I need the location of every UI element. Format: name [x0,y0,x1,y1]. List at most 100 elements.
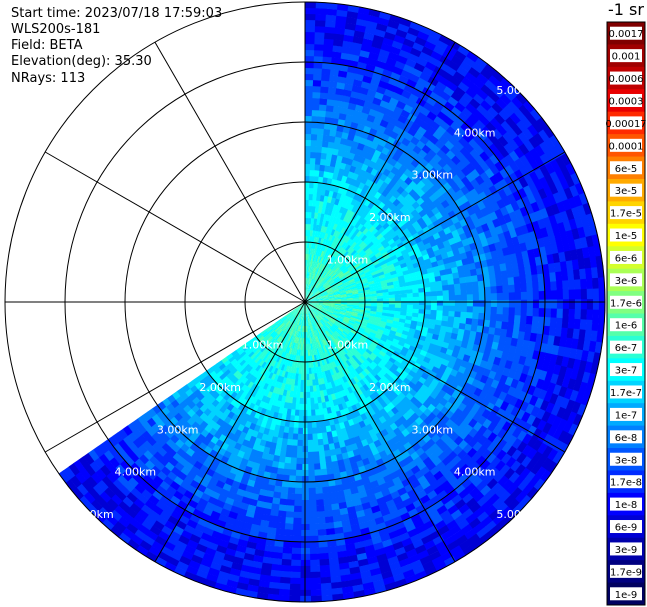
data-cell [311,279,315,286]
data-cell [323,128,331,136]
data-cell [333,99,343,108]
data-cell [316,188,322,196]
data-cell [357,142,366,151]
data-cell [513,146,525,159]
data-cell [409,228,418,236]
data-cell [318,237,322,244]
data-cell [513,135,525,148]
data-cell [315,421,322,428]
data-cell [307,271,310,279]
data-cell [307,290,311,297]
data-cell [554,143,567,157]
data-cell [294,481,303,489]
data-cell [475,57,489,69]
data-cell [433,101,445,112]
data-cell [352,243,360,251]
data-cell [315,282,320,288]
data-cell [327,92,336,101]
data-cell [332,257,339,264]
data-cell [313,273,317,280]
data-cell [311,421,317,429]
data-cell [509,172,520,184]
data-cell [592,288,600,300]
data-cell [371,246,379,253]
data-cell [410,122,421,132]
data-cell [370,298,378,302]
data-cell [365,178,373,187]
data-cell [371,257,379,264]
data-cell [315,13,327,21]
data-cell [314,481,323,488]
data-cell [309,583,322,591]
data-cell [309,181,314,189]
data-cell [312,188,318,195]
data-cell [367,194,375,202]
data-cell [351,272,359,278]
data-cell [440,106,452,117]
data-cell [404,176,414,186]
data-cell [326,98,336,107]
data-cell [379,219,388,227]
data-cell [398,95,410,105]
data-cell [568,279,575,291]
data-cell [328,279,335,285]
data-cell [334,251,340,258]
data-cell [314,43,325,51]
data-cell [464,142,475,154]
data-cell [320,582,332,590]
data-cell [305,13,317,21]
data-cell [321,232,326,239]
data-cell [493,139,505,151]
data-cell [491,102,504,115]
data-cell [412,41,425,53]
data-cell [330,178,338,186]
data-cell [550,299,558,310]
data-cell [340,220,347,228]
data-cell [319,570,331,578]
data-cell [308,278,312,285]
data-cell [538,129,550,143]
data-cell [340,101,350,109]
data-cell [305,241,308,248]
data-cell [342,150,351,159]
data-cell [471,62,485,74]
data-cell [365,94,375,104]
data-cell [307,445,314,453]
data-cell [334,161,342,169]
data-cell [307,469,315,477]
data-cell [340,226,347,234]
data-cell [414,82,426,93]
data-cell [500,120,513,133]
data-cell [393,248,402,255]
data-cell [328,227,333,235]
data-cell [453,116,465,128]
data-cell [562,308,570,320]
data-cell [466,312,473,319]
data-cell [320,237,325,245]
data-cell [318,250,323,257]
data-cell [346,10,359,19]
data-cell [332,274,339,280]
data-cell [342,268,350,274]
data-cell [316,194,321,202]
data-cell [313,176,320,183]
data-cell [469,98,481,110]
data-cell [306,391,311,399]
data-cell [290,565,301,573]
data-cell [514,158,525,170]
data-cell [344,28,356,37]
data-cell [418,296,426,302]
data-cell [347,299,354,302]
data-cell [293,505,302,513]
data-cell [376,216,385,225]
data-cell [339,162,347,170]
data-cell [336,261,343,268]
data-cell [308,505,317,513]
data-cell [280,564,292,572]
data-cell [495,278,503,287]
data-cell [483,188,494,199]
data-cell [345,16,358,25]
data-cell [430,71,443,82]
data-cell [362,227,370,235]
data-cell [333,276,340,281]
